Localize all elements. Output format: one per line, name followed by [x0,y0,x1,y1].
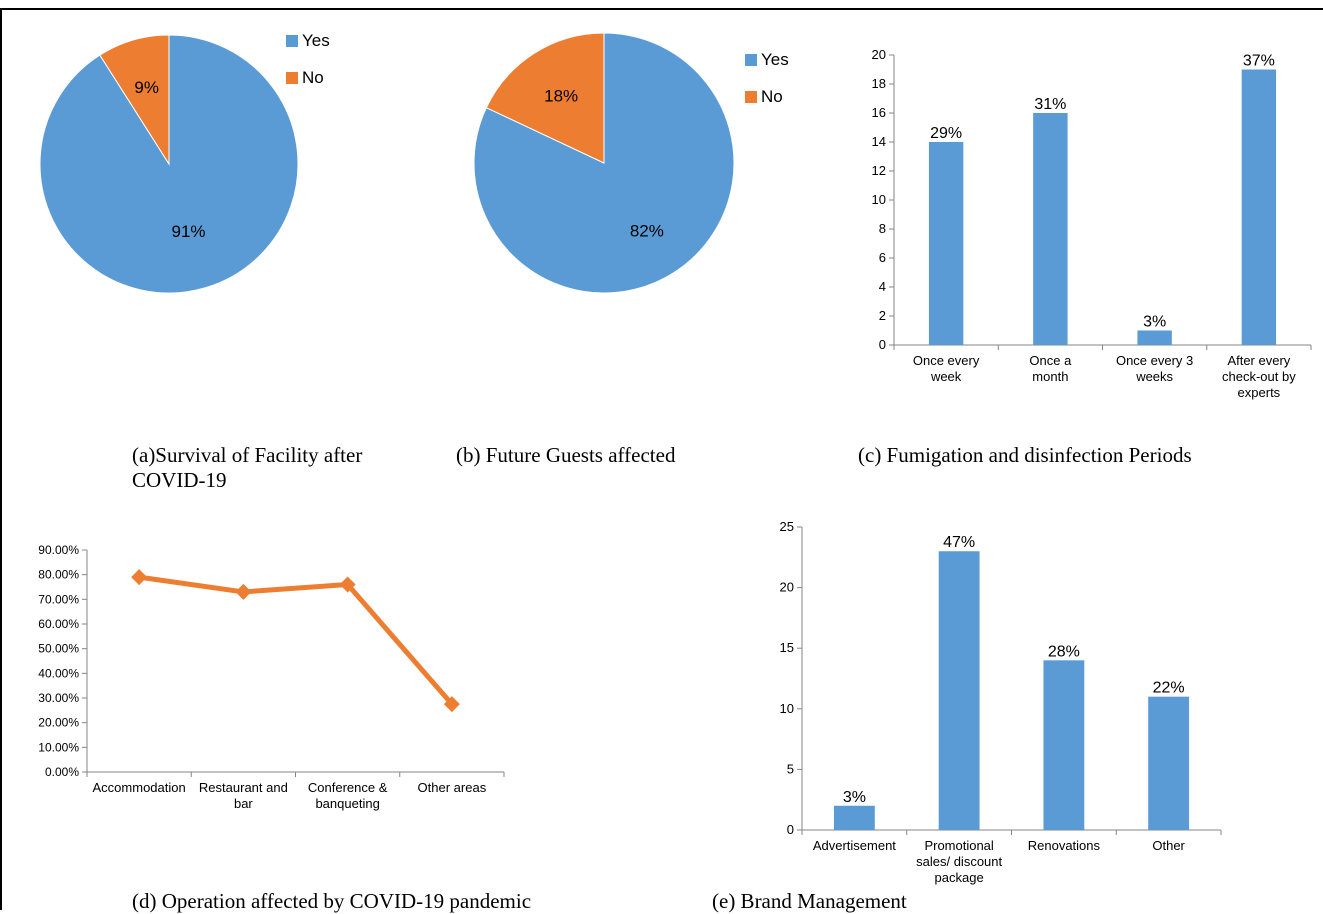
y-tick-label: 0.00% [45,765,79,779]
bar-data-label: 47% [943,534,975,551]
legend-swatch-no [745,91,757,103]
legend-swatch-no [286,72,298,84]
y-tick-label: 60.00% [38,617,79,631]
legend-label-no: No [302,68,324,87]
caption-operations: (d) Operation affected by COVID-19 pande… [132,889,532,913]
x-tick-label: After every check-out by experts [1222,353,1296,400]
y-tick-label: 10 [780,701,794,716]
y-tick-label: 90.00% [38,543,79,557]
y-tick-label: 12 [872,163,886,178]
pie-slice-yes [473,32,735,294]
caption-survival: (a)Survival of Facility after COVID-19 [132,443,363,492]
bar-chart-brand-management-svg: 0 5 10 15 20 25 3% 47% 28% 22% Advertisement Promot… [780,519,1222,885]
x-tick-label: Once a month [1029,353,1072,384]
y-tick-label: 5 [787,761,794,776]
y-tick-label: 2 [879,308,886,323]
y-tick-label: 14 [872,134,886,149]
y-tick-label: 0 [787,822,794,837]
x-tick-label: Advertisement [813,838,896,853]
frame-left-border [0,8,2,910]
bar-data-label: 22% [1153,680,1185,697]
pie-slice-no [99,34,170,166]
pie-data-label-yes: 91% [172,222,206,241]
y-tick-label: 10 [872,192,886,207]
y-tick-label: 40.00% [38,666,79,680]
y-tick-label: 0 [879,337,886,352]
y-tick-label: 20 [872,47,886,62]
bar-data-label: 37% [1243,53,1275,70]
frame-top-border [0,8,1323,10]
y-tick-label: 80.00% [38,568,79,582]
y-tick-label: 6 [879,250,886,265]
caption-future-guests: (b) Future Guests affected [456,443,676,467]
bar [1241,69,1277,345]
pie-chart-future-guests: 82% 18% Yes No [455,20,815,310]
y-tick-label: 8 [879,221,886,236]
bar [928,142,964,345]
bar [1043,660,1085,830]
x-tick-label: Accommodation [93,780,186,795]
x-tick-label: Renovations [1028,838,1101,853]
legend-label-yes: Yes [302,31,330,50]
y-tick-label: 15 [780,640,794,655]
y-tick-label: 18 [872,76,886,91]
y-tick-label: 20.00% [38,716,79,730]
x-tick-label: Other areas [418,780,487,795]
pie-chart-survival-svg: 91% 9% Yes No [39,31,330,294]
line-chart-operations: 0.00% 10.00% 20.00% 30.00% 40.00% 50.00% 60.00… [15,530,515,830]
line-marker-diamond [443,696,460,713]
bar-data-label: 29% [930,125,962,142]
y-tick-label: 70.00% [38,592,79,606]
pie-data-label-no: 18% [544,86,578,105]
bar [1137,330,1172,345]
bar-data-label: 3% [843,789,866,806]
bar [1033,113,1068,345]
y-tick-label: 4 [879,279,886,294]
bar-data-label: 3% [1143,314,1166,331]
y-tick-label: 30.00% [38,691,79,705]
bar-chart-fumigation-svg: 0 2 4 6 8 10 12 14 16 18 20 29% 31% 3% 37% Once every we… [872,47,1312,400]
x-tick-label: Promotional sales/ discount package [916,838,1002,885]
bar-data-label: 31% [1034,96,1066,113]
x-tick-label: Conference & banqueting [308,780,388,811]
x-tick-label: Restaurant and bar [199,780,288,811]
bar [833,805,875,830]
y-tick-label: 50.00% [38,642,79,656]
line-chart-operations-svg: 0.00% 10.00% 20.00% 30.00% 40.00% 50.00% 60.00… [38,543,505,811]
y-tick-label: 10.00% [38,740,79,754]
line-marker-diamond [235,583,252,600]
pie-chart-future-guests-svg: 82% 18% Yes No [473,32,789,294]
legend-label-yes: Yes [761,50,789,69]
pie-slice-no [485,32,605,164]
line-marker-diamond [131,569,148,586]
bar-data-label: 28% [1048,643,1080,660]
legend-swatch-yes [286,35,298,47]
x-tick-label: Once every 3 weeks [1116,353,1193,384]
bar [938,551,980,830]
y-tick-label: 16 [872,105,886,120]
y-tick-label: 20 [780,580,794,595]
bar [1148,696,1190,830]
x-tick-label: Other [1152,838,1185,853]
pie-data-label-no: 9% [134,78,159,97]
caption-fumigation: (c) Fumigation and disinfection Periods [858,443,1192,467]
bar-chart-fumigation: 0 2 4 6 8 10 12 14 16 18 20 29% 31% 3% 37% Once every we… [855,20,1315,420]
bar-chart-brand-management: 0 5 10 15 20 25 3% 47% 28% 22% Advertisement Promot… [765,519,1225,885]
legend-swatch-yes [745,54,757,66]
line-marker-diamond [339,576,356,593]
y-tick-label: 25 [780,519,794,534]
x-tick-label: Once every week [913,353,980,384]
pie-data-label-yes: 82% [630,222,664,241]
caption-brand-management: (e) Brand Management [712,889,907,913]
line-series [138,574,454,706]
legend-label-no: No [761,87,783,106]
pie-chart-survival: 91% 9% Yes No [20,20,380,310]
